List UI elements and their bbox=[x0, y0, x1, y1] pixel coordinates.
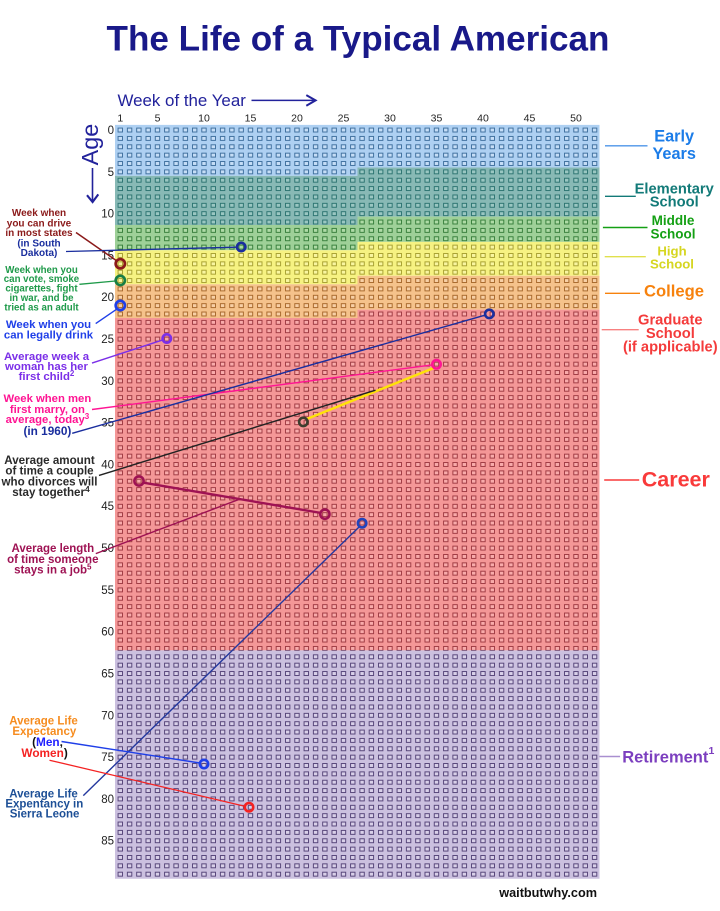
svg-text:Elementary: Elementary bbox=[635, 181, 715, 197]
svg-text:10: 10 bbox=[101, 209, 114, 221]
svg-text:15: 15 bbox=[101, 250, 114, 262]
svg-text:1: 1 bbox=[117, 112, 123, 124]
svg-text:Career: Career bbox=[642, 468, 711, 492]
svg-text:(in South: (in South bbox=[17, 239, 60, 250]
svg-text:waitbutwhy.com: waitbutwhy.com bbox=[498, 886, 597, 900]
svg-text:tried as an adult: tried as an adult bbox=[4, 302, 79, 313]
svg-text:Years: Years bbox=[652, 145, 695, 163]
svg-text:30: 30 bbox=[101, 376, 114, 388]
svg-text:Middle: Middle bbox=[652, 213, 695, 228]
svg-text:stays in a job5: stays in a job5 bbox=[14, 562, 92, 576]
svg-text:50: 50 bbox=[570, 112, 582, 124]
svg-text:Expectancy: Expectancy bbox=[12, 726, 77, 738]
svg-text:in war, and be: in war, and be bbox=[9, 293, 74, 304]
svg-text:can legally drink: can legally drink bbox=[4, 330, 94, 342]
svg-text:10: 10 bbox=[198, 112, 210, 124]
svg-text:College: College bbox=[644, 282, 704, 301]
svg-text:80: 80 bbox=[101, 794, 114, 806]
svg-text:Week of the Year: Week of the Year bbox=[118, 91, 247, 110]
svg-text:Average Life: Average Life bbox=[9, 716, 78, 728]
svg-text:20: 20 bbox=[101, 292, 114, 304]
svg-text:woman has her: woman has her bbox=[4, 361, 88, 373]
svg-text:Average Life: Average Life bbox=[9, 788, 78, 800]
svg-text:Dakota): Dakota) bbox=[21, 248, 58, 259]
svg-text:School: School bbox=[650, 226, 695, 241]
svg-text:Age: Age bbox=[77, 124, 103, 166]
svg-text:Week when men: Week when men bbox=[4, 393, 92, 405]
svg-text:35: 35 bbox=[431, 112, 443, 124]
svg-text:in most states: in most states bbox=[5, 228, 73, 239]
svg-text:55: 55 bbox=[101, 585, 114, 597]
svg-text:(in 1960): (in 1960) bbox=[23, 424, 71, 438]
svg-text:20: 20 bbox=[291, 112, 303, 124]
svg-text:Week when you: Week when you bbox=[5, 265, 78, 276]
svg-text:Women): Women) bbox=[21, 746, 67, 760]
svg-text:60: 60 bbox=[101, 627, 114, 639]
svg-text:Week when: Week when bbox=[12, 208, 66, 219]
svg-text:can vote, smoke: can vote, smoke bbox=[4, 274, 80, 285]
svg-text:of time a couple: of time a couple bbox=[5, 465, 94, 478]
svg-text:first marry, on: first marry, on bbox=[10, 404, 85, 416]
svg-text:45: 45 bbox=[101, 501, 114, 513]
svg-text:(Men,: (Men, bbox=[32, 735, 63, 749]
svg-text:5: 5 bbox=[155, 112, 161, 124]
svg-text:40: 40 bbox=[101, 459, 114, 471]
svg-text:The Life of a Typical American: The Life of a Typical American bbox=[107, 20, 610, 59]
svg-text:25: 25 bbox=[101, 334, 114, 346]
svg-text:first child2: first child2 bbox=[19, 369, 75, 383]
svg-text:30: 30 bbox=[384, 112, 396, 124]
svg-text:you can drive: you can drive bbox=[7, 218, 72, 229]
svg-text:Early: Early bbox=[654, 128, 694, 146]
svg-text:Average week a: Average week a bbox=[4, 351, 90, 363]
svg-text:Graduate: Graduate bbox=[638, 313, 702, 329]
svg-text:(if applicable): (if applicable) bbox=[623, 339, 718, 355]
svg-text:who divorces will: who divorces will bbox=[1, 475, 98, 488]
svg-text:0: 0 bbox=[108, 125, 114, 137]
svg-text:Week when you: Week when you bbox=[6, 319, 91, 331]
svg-text:25: 25 bbox=[338, 112, 350, 124]
svg-text:40: 40 bbox=[477, 112, 489, 124]
svg-text:Sierra Leone: Sierra Leone bbox=[10, 809, 80, 821]
svg-text:70: 70 bbox=[101, 710, 114, 722]
svg-text:School: School bbox=[650, 195, 699, 211]
svg-text:of time someone: of time someone bbox=[7, 554, 98, 566]
svg-text:15: 15 bbox=[245, 112, 257, 124]
svg-text:45: 45 bbox=[524, 112, 536, 124]
svg-text:cigarettes, fight: cigarettes, fight bbox=[5, 284, 78, 295]
svg-text:High: High bbox=[657, 244, 686, 259]
svg-text:average, today3: average, today3 bbox=[6, 412, 90, 426]
svg-text:School: School bbox=[646, 326, 695, 342]
svg-text:75: 75 bbox=[101, 752, 114, 764]
svg-text:stay together4: stay together4 bbox=[12, 484, 90, 499]
svg-text:65: 65 bbox=[101, 669, 114, 681]
svg-text:School: School bbox=[650, 256, 694, 271]
svg-text:Average length: Average length bbox=[11, 543, 94, 555]
svg-text:5: 5 bbox=[108, 167, 114, 179]
svg-text:Average amount: Average amount bbox=[4, 454, 95, 467]
svg-text:85: 85 bbox=[101, 836, 114, 848]
svg-text:Retirement: Retirement bbox=[622, 749, 709, 767]
svg-text:1: 1 bbox=[709, 745, 715, 757]
svg-text:Expentancy in: Expentancy in bbox=[5, 798, 83, 810]
